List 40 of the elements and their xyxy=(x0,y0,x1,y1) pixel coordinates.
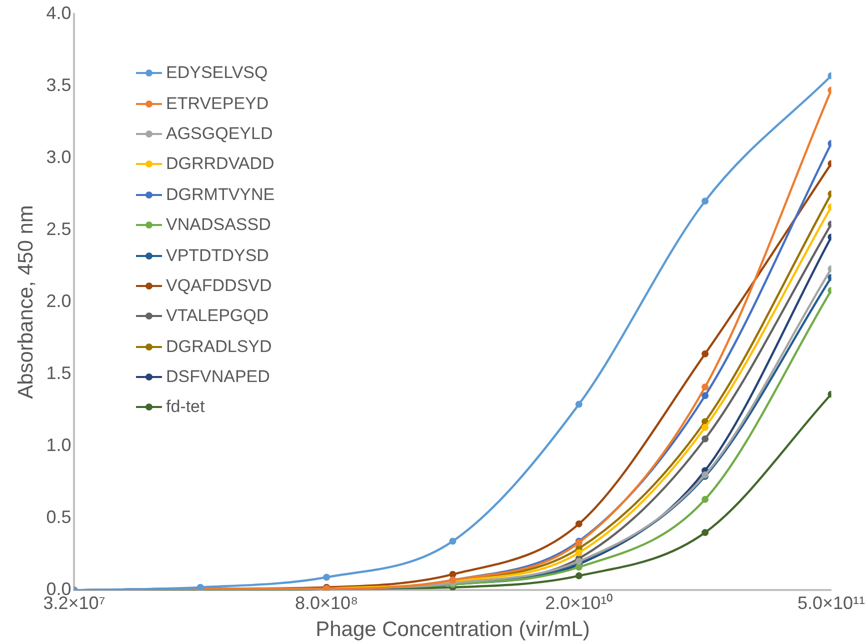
legend-label: VPTDTDYSD xyxy=(166,246,269,266)
point xyxy=(575,520,582,528)
point xyxy=(575,572,582,580)
point xyxy=(449,538,456,545)
point xyxy=(702,198,709,205)
legend-label: VTALEPGQD xyxy=(166,306,269,326)
x-tick-label: 2.0×10¹⁰ xyxy=(545,592,613,613)
point xyxy=(702,384,709,391)
point xyxy=(702,424,709,431)
y-tick-label: 1.0 xyxy=(46,435,72,456)
x-axis-title: Phage Concentration (vir/mL) xyxy=(316,618,590,642)
legend-label: fd-tet xyxy=(166,397,205,418)
legend-label: DSFVNAPED xyxy=(166,367,270,388)
legend-label: DGRRDVADD xyxy=(166,154,274,174)
y-tick-label: 1.5 xyxy=(46,363,72,384)
point xyxy=(702,435,709,442)
y-axis-title: Absorbance, 450 nm xyxy=(14,205,38,399)
y-tick-label: 4.0 xyxy=(46,2,72,23)
point xyxy=(702,496,709,503)
point xyxy=(702,529,709,536)
y-tick-label: 0.5 xyxy=(46,507,72,528)
point xyxy=(449,570,456,578)
legend-label: DGRMTVYNE xyxy=(166,184,275,205)
point xyxy=(575,400,582,408)
y-tick-label: 2.0 xyxy=(46,290,72,311)
point xyxy=(702,392,709,400)
point xyxy=(575,549,582,556)
x-tick-label: 5.0×10¹¹ xyxy=(797,592,866,613)
legend-label: DGRADLSYD xyxy=(166,336,272,357)
legend-label: VQAFDDSVD xyxy=(166,276,272,296)
legend-label: EDYSELVSQ xyxy=(166,63,268,84)
legend-label: AGSGQEYLD xyxy=(166,124,273,144)
y-tick-label: 3.5 xyxy=(46,74,72,95)
legend-label: ETRVEPEYD xyxy=(166,94,269,114)
point xyxy=(323,574,330,581)
y-tick-label: 3.0 xyxy=(46,146,72,167)
x-tick-label: 8.0×10⁸ xyxy=(294,592,358,613)
legend-label: VNADSASSD xyxy=(166,215,271,236)
y-tick-label: 2.5 xyxy=(46,218,72,239)
point xyxy=(702,350,709,358)
